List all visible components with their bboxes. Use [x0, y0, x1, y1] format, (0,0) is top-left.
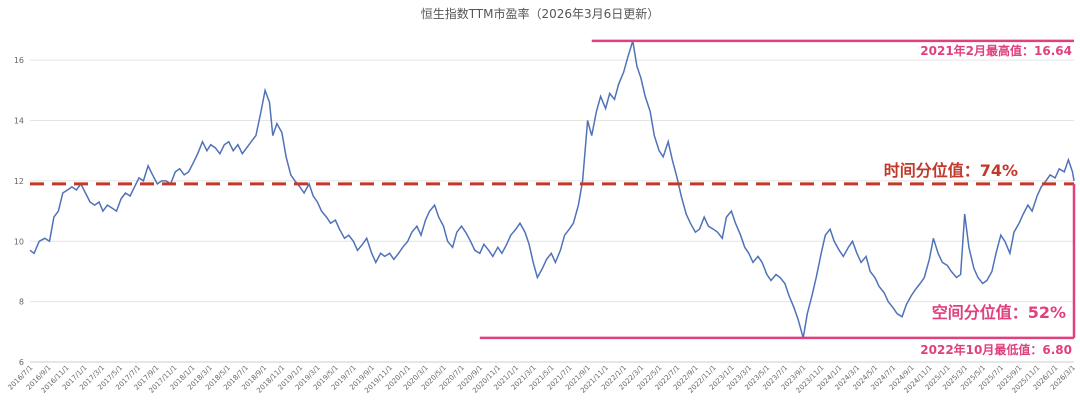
- y-tick-label: 14: [14, 117, 24, 126]
- min-value-label: 2022年10月最低值：6.80: [920, 342, 1072, 357]
- y-tick-label: 16: [14, 56, 24, 65]
- y-tick-label: 8: [19, 298, 24, 307]
- grid-lines: [30, 59, 1074, 363]
- pe-series-line: [29, 40, 1075, 339]
- chart-title: 恒生指数TTM市盈率（2026年3月6日更新）: [421, 6, 660, 21]
- y-tick-label: 6: [19, 358, 24, 367]
- space-percentile-label: 空间分位值：52%: [932, 303, 1066, 322]
- y-tick-label: 10: [14, 237, 24, 246]
- max-value-label: 2021年2月最高值：16.64: [920, 43, 1072, 58]
- y-axis-ticks: 6 8 10 12 14 16: [14, 56, 24, 367]
- y-tick-label: 12: [14, 177, 24, 186]
- time-percentile-label: 时间分位值：74%: [884, 161, 1018, 180]
- x-axis-ticks: 2016/7/12016/9/12016/11/12017/1/12017/3/…: [7, 364, 1077, 395]
